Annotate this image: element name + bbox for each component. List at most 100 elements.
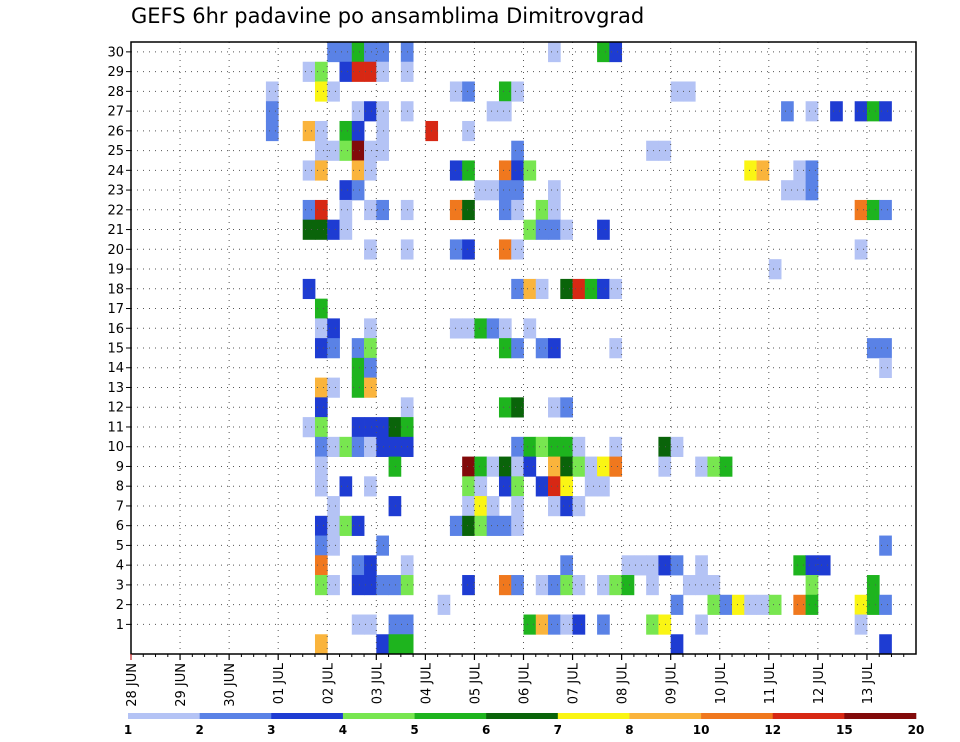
heatmap-cell — [364, 61, 377, 82]
y-axis: 1234567891011121314151617181920212223242… — [107, 45, 131, 633]
heatmap-cell — [486, 180, 500, 201]
heatmap-cell — [351, 42, 365, 63]
x-tick-label: 12 JUL — [812, 662, 827, 704]
heatmap-cell — [327, 515, 340, 536]
heatmap-cell — [327, 140, 340, 161]
x-tick-label: 02 JUL — [321, 662, 336, 704]
heatmap-cell — [511, 140, 524, 161]
heatmap-cell — [535, 199, 549, 221]
heatmap-cell — [302, 417, 316, 438]
heatmap-cell — [658, 456, 672, 477]
heatmap-cell — [523, 160, 537, 181]
heatmap-cell — [879, 594, 892, 615]
heatmap-cell — [805, 555, 819, 576]
heatmap-cell — [548, 575, 561, 596]
y-tick-label: 28 — [107, 85, 124, 100]
heatmap-cell — [314, 219, 328, 240]
heatmap-cell — [449, 239, 463, 260]
y-tick-label: 29 — [107, 65, 124, 80]
x-tick-label: 01 JUL — [272, 662, 287, 704]
heatmap-cell — [498, 101, 512, 122]
heatmap-cell — [327, 535, 340, 556]
heatmap-cell — [265, 101, 279, 122]
heatmap-cell — [560, 456, 573, 477]
heatmap-cell — [523, 456, 537, 477]
heatmap-cell — [449, 515, 463, 536]
heatmap-cell — [609, 456, 623, 477]
heatmap-cell — [462, 318, 475, 339]
y-tick-label: 26 — [107, 124, 124, 139]
heatmap-cell — [523, 614, 537, 635]
color-scale-label: 3 — [267, 723, 275, 737]
heatmap-cell — [597, 219, 610, 240]
heatmap-cell — [523, 219, 537, 240]
heatmap-cell — [768, 259, 782, 280]
heatmap-cell — [364, 614, 377, 635]
heatmap-cell — [376, 417, 389, 438]
heatmap-cell — [572, 278, 586, 300]
heatmap-cell — [658, 555, 672, 576]
heatmap-cell — [376, 61, 389, 82]
heatmap-cell — [314, 318, 328, 339]
heatmap-cell — [621, 575, 635, 596]
color-scale-label: 6 — [482, 723, 490, 737]
heatmap-cell — [376, 42, 389, 63]
heatmap-cell — [314, 377, 328, 398]
y-tick-label: 16 — [107, 322, 124, 337]
heatmap-cell — [388, 436, 402, 457]
chart-title: GEFS 6hr padavine po ansamblima Dimitrov… — [131, 4, 645, 28]
heatmap-cell — [462, 575, 475, 596]
color-scale-label: 1 — [124, 723, 132, 737]
grid-lines — [131, 42, 916, 654]
heatmap-cell — [339, 515, 353, 536]
heatmap-cell — [364, 555, 377, 576]
heatmap-cell — [498, 338, 512, 359]
x-tick-label: 28 JUN — [125, 663, 140, 707]
heatmap-cell — [560, 397, 573, 418]
x-tick-label: 09 JUL — [665, 662, 680, 704]
heatmap-cell — [339, 120, 353, 142]
heatmap-cell — [302, 120, 316, 142]
heatmap-cell — [376, 199, 389, 221]
heatmap-cell — [302, 219, 316, 240]
heatmap-cell — [646, 575, 659, 596]
y-tick-label: 25 — [107, 144, 124, 159]
heatmap-cell — [351, 338, 365, 359]
heatmap-cell — [511, 160, 524, 181]
y-tick-label: 5 — [116, 539, 124, 554]
heatmap-cell — [817, 555, 831, 576]
x-tick-label: 06 JUL — [518, 662, 533, 704]
heatmap-cell — [658, 140, 672, 161]
heatmap-cell — [314, 397, 328, 418]
heatmap-cell — [646, 140, 659, 161]
heatmap-cell — [548, 436, 561, 457]
x-tick-label: 11 JUL — [763, 662, 778, 704]
heatmap-cell — [719, 594, 733, 615]
heatmap-cell — [781, 101, 794, 122]
heatmap-cell — [486, 515, 500, 536]
y-tick-label: 24 — [107, 164, 124, 179]
x-tick-label: 10 JUL — [714, 662, 729, 704]
y-tick-label: 17 — [107, 302, 124, 317]
heatmap-cell — [339, 61, 353, 82]
heatmap-cell — [314, 476, 328, 497]
heatmap-cell — [560, 614, 573, 635]
heatmap-cell — [609, 338, 623, 359]
heatmap-cell — [511, 180, 524, 201]
x-tick-label: 30 JUN — [223, 663, 238, 707]
heatmap-cell — [388, 417, 402, 438]
heatmap-cell — [474, 180, 488, 201]
heatmap-cell — [351, 160, 365, 181]
heatmap-cell — [351, 555, 365, 576]
heatmap-cell — [327, 318, 340, 339]
color-scale-label: 10 — [693, 723, 710, 737]
heatmap-cell — [511, 476, 524, 497]
heatmap-cell — [351, 515, 365, 536]
heatmap-cell — [364, 239, 377, 260]
heatmap-cell — [327, 496, 340, 517]
heatmap-cell — [462, 120, 475, 142]
y-tick-label: 4 — [116, 559, 124, 574]
y-tick-label: 1 — [116, 618, 124, 633]
x-axis: 28 JUN 29 JUN 30 JUN 01 JUL 02 JUL 03 JUL 04 J… — [125, 654, 905, 707]
color-scale-segment — [629, 713, 702, 719]
